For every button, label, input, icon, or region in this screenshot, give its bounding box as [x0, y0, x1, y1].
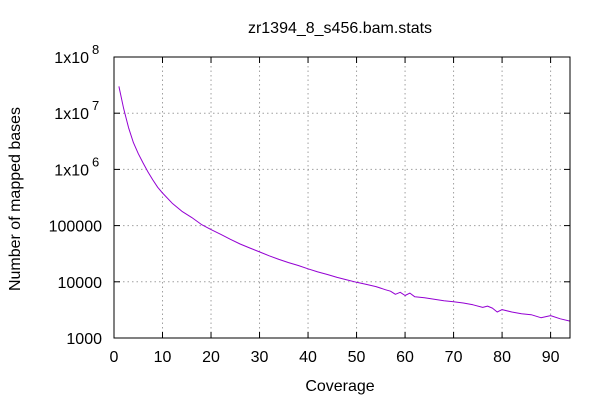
plot-frame: [113, 56, 571, 339]
y-tick-label: 10000: [58, 275, 103, 292]
x-tick-label: 80: [493, 349, 511, 366]
y-tick-label-base: 1x10: [54, 106, 89, 123]
y-tick-label-base: 1x10: [54, 162, 89, 179]
x-tick-label: 40: [299, 349, 317, 366]
series-line: [118, 86, 571, 322]
grid-lines: [114, 57, 570, 338]
y-tick-label: 100000: [49, 219, 102, 236]
series-layer: [118, 86, 571, 322]
y-tick-label-exponent: 6: [92, 154, 99, 169]
x-tick-label: 90: [542, 349, 560, 366]
y-tick-label-base: 10000: [58, 275, 103, 292]
x-tick-label: 70: [445, 349, 463, 366]
x-tick-label: 0: [110, 349, 119, 366]
y-tick-label: 1000: [66, 331, 102, 348]
x-tick-label: 20: [202, 349, 220, 366]
x-tick-label: 30: [251, 349, 269, 366]
y-tick-label-base: 1000: [66, 331, 102, 348]
y-tick-label-exponent: 8: [92, 42, 99, 57]
y-tick-label-base: 100000: [49, 219, 102, 236]
axis-ticks: 0 10 20 30 40 50 60 70 80 901000100001000001x1061…: [49, 42, 570, 366]
chart-title: zr1394_8_s456.bam.stats: [248, 20, 432, 37]
x-axis-title: Coverage: [305, 378, 374, 395]
y-tick-label-exponent: 7: [92, 98, 99, 113]
x-tick-label: 60: [396, 349, 414, 366]
x-tick-label: 10: [154, 349, 172, 366]
y-tick-label-base: 1x10: [54, 50, 89, 67]
x-tick-label: 50: [348, 349, 366, 366]
y-axis-title: Number of mapped bases: [7, 107, 24, 291]
